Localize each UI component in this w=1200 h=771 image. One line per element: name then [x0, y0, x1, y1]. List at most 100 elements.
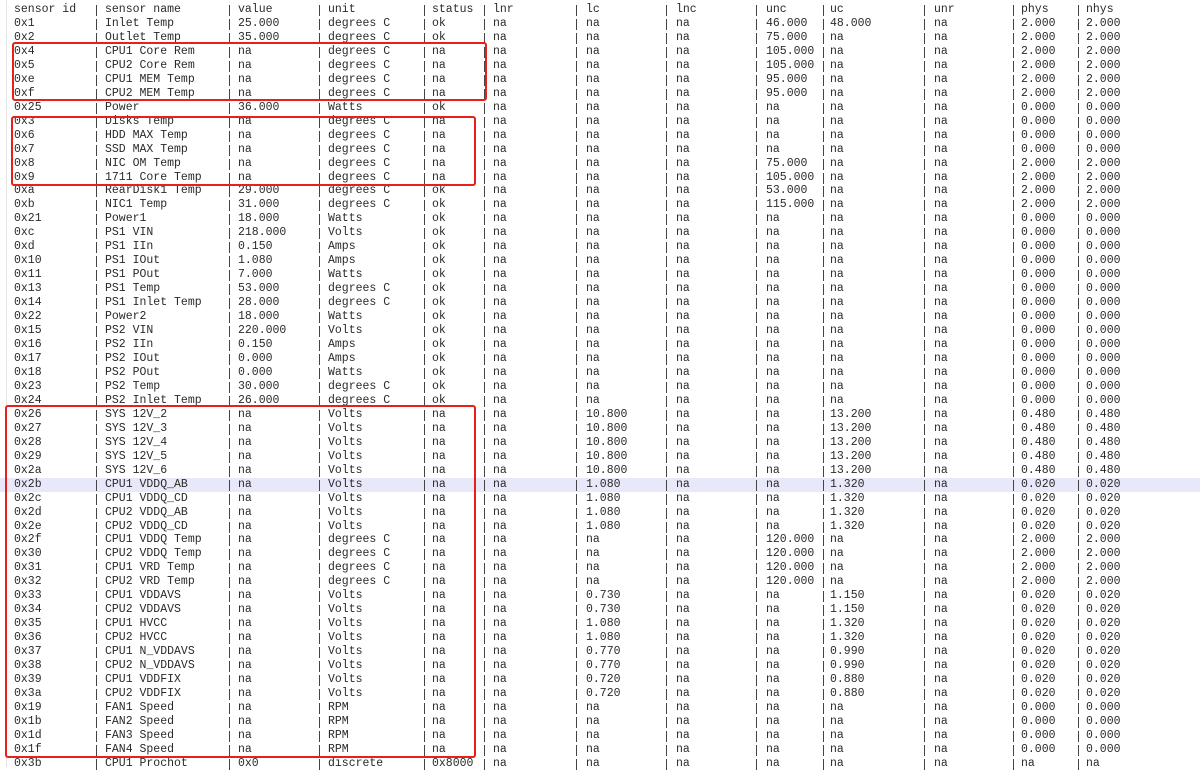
- column-separator: [96, 200, 97, 212]
- column-separator: [319, 46, 320, 58]
- cell: na: [493, 16, 507, 30]
- cell: Volts: [328, 673, 363, 687]
- column-separator: [924, 340, 925, 352]
- column-separator: [666, 730, 667, 742]
- cell: na: [586, 728, 600, 742]
- cell: 0.000: [1086, 282, 1121, 296]
- column-separator: [424, 74, 425, 86]
- cell: na: [766, 645, 780, 659]
- column-separator: [319, 647, 320, 659]
- column-separator: [424, 158, 425, 170]
- column-separator: [229, 340, 230, 352]
- column-separator: [424, 465, 425, 477]
- column-separator: [1013, 395, 1014, 407]
- column-separator: [823, 60, 824, 72]
- column-separator: [924, 5, 925, 16]
- cell: CPU1 VRD Temp: [105, 561, 195, 575]
- column-separator: [424, 144, 425, 156]
- column-separator: [424, 549, 425, 561]
- cell: 0.770: [586, 659, 621, 673]
- column-separator: [756, 144, 757, 156]
- cell: 0x23: [14, 379, 42, 393]
- cell: unit: [328, 3, 356, 16]
- cell: Volts: [328, 463, 363, 477]
- column-separator: [823, 703, 824, 714]
- column-separator: [1013, 716, 1014, 728]
- cell: FAN3 Speed: [105, 728, 175, 742]
- column-separator: [424, 507, 425, 519]
- cell: na: [766, 310, 780, 324]
- cell: 2.000: [1021, 575, 1056, 589]
- cell: na: [766, 240, 780, 254]
- cell: na: [432, 575, 446, 589]
- cell: na: [586, 184, 600, 198]
- cell: na: [493, 72, 507, 86]
- cell: 0x3b: [14, 756, 42, 770]
- column-separator: [1078, 381, 1079, 393]
- column-separator: [484, 744, 485, 756]
- cell: na: [493, 393, 507, 407]
- column-separator: [756, 675, 757, 687]
- cell: 0.000: [1086, 714, 1121, 728]
- cell: na: [676, 505, 690, 519]
- column-separator: [576, 270, 577, 282]
- cell: na: [766, 756, 780, 770]
- cell: PS1 VIN: [105, 226, 154, 240]
- column-separator: [1078, 158, 1079, 170]
- column-separator: [924, 270, 925, 282]
- column-separator: [1013, 577, 1014, 589]
- column-separator: [756, 326, 757, 338]
- column-separator: [1078, 32, 1079, 44]
- column-separator: [484, 214, 485, 226]
- column-separator: [666, 675, 667, 687]
- cell: na: [830, 198, 844, 212]
- cell: 2.000: [1086, 58, 1121, 72]
- cell: na: [934, 184, 948, 198]
- cell: na: [493, 449, 507, 463]
- column-separator: [1013, 298, 1014, 310]
- column-separator: [756, 703, 757, 714]
- column-separator: [424, 479, 425, 491]
- cell: 0x13: [14, 282, 42, 296]
- cell: 0.000: [1021, 142, 1056, 156]
- column-separator: [424, 493, 425, 505]
- cell: discrete: [328, 756, 384, 770]
- cell: na: [432, 631, 446, 645]
- sensor-row: 0x2b CPU1 VDDQ_AB na Volts na na 1.080 na na 1.32…: [0, 477, 1200, 492]
- cell: 0.000: [1021, 701, 1056, 714]
- column-separator: [666, 381, 667, 393]
- column-separator: [319, 605, 320, 617]
- column-separator: [1078, 744, 1079, 756]
- column-separator: [229, 18, 230, 30]
- cell: na: [238, 533, 252, 547]
- cell: na: [934, 714, 948, 728]
- column-separator: [424, 256, 425, 268]
- cell: Volts: [328, 645, 363, 659]
- column-separator: [576, 18, 577, 30]
- cell: na: [676, 184, 690, 198]
- cell: 10.800: [586, 435, 628, 449]
- column-separator: [924, 716, 925, 728]
- column-separator: [424, 172, 425, 184]
- cell: na: [432, 491, 446, 505]
- column-separator: [666, 563, 667, 575]
- cell: na: [766, 617, 780, 631]
- cell: na: [238, 44, 252, 58]
- cell: na: [586, 756, 600, 770]
- cell: CPU1 Core Rem: [105, 44, 195, 58]
- column-separator: [96, 591, 97, 603]
- cell: 0x30: [14, 547, 42, 561]
- column-separator: [1013, 46, 1014, 58]
- cell: CPU1 Prochot: [105, 756, 188, 770]
- cell: 30.000: [238, 379, 280, 393]
- cell: Watts: [328, 268, 363, 282]
- column-separator: [1013, 74, 1014, 86]
- column-separator: [96, 661, 97, 673]
- sensor-row: 0x1f FAN4 Speed na RPM na na na na na na na 0.000 0.…: [0, 743, 1200, 757]
- cell: na: [238, 72, 252, 86]
- column-separator: [484, 619, 485, 631]
- column-separator: [424, 326, 425, 338]
- column-separator: [96, 130, 97, 142]
- column-separator: [924, 423, 925, 435]
- column-separator: [229, 563, 230, 575]
